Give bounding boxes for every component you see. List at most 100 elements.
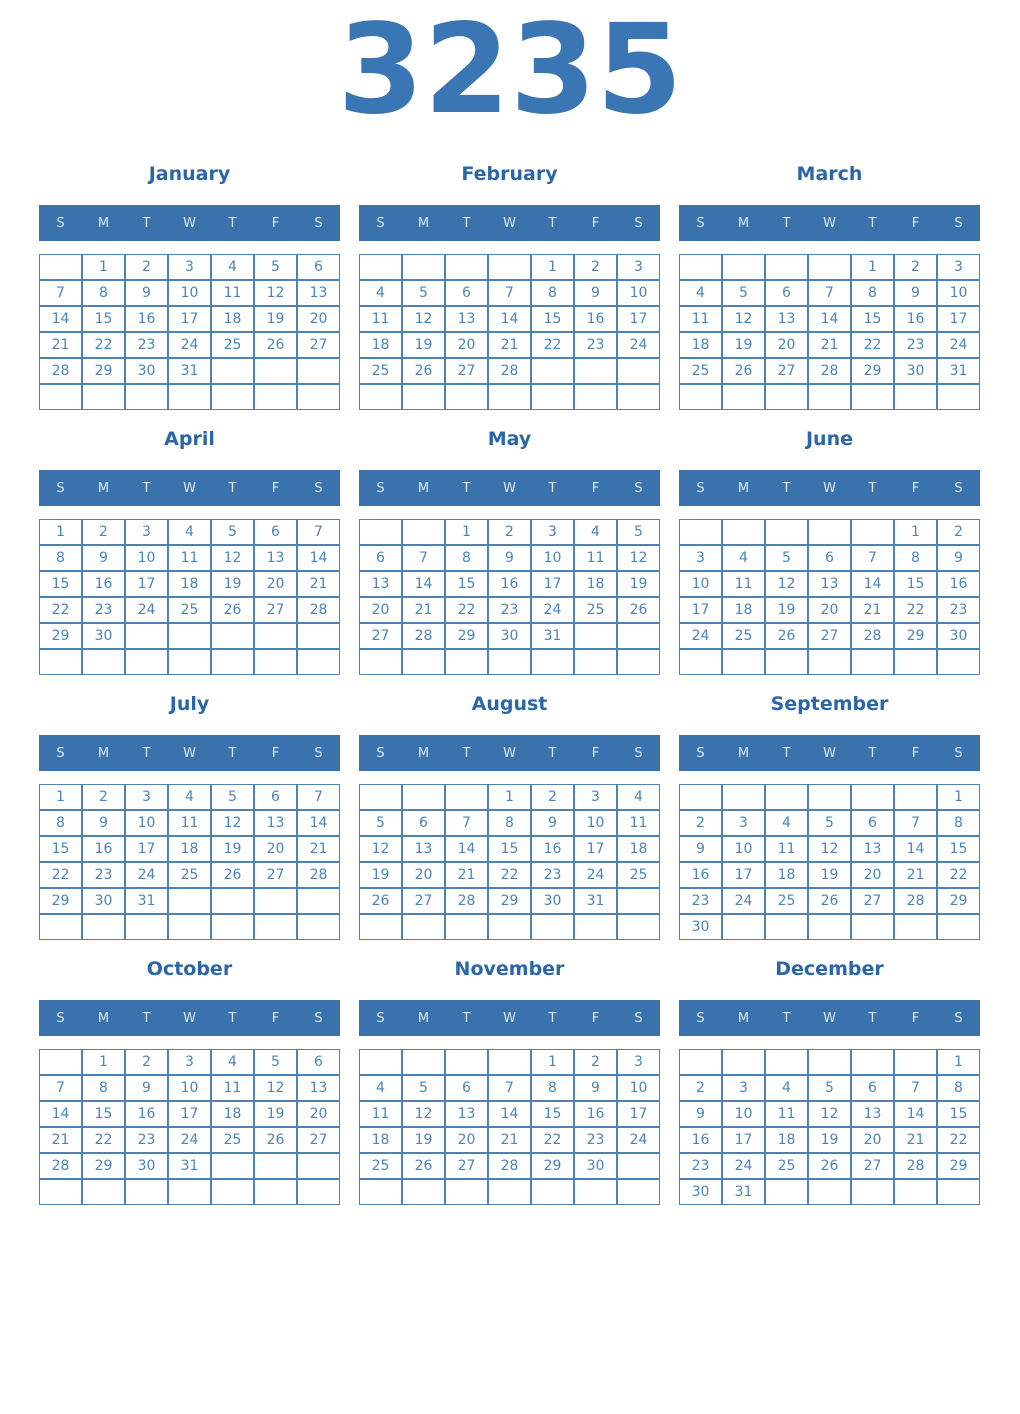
weekday-label: W	[503, 745, 516, 761]
day-cell: 11	[722, 571, 765, 598]
day-cell: 23	[679, 888, 722, 915]
day-cell	[574, 623, 617, 650]
week-row: 9 10 11 12 13 14 15	[679, 836, 980, 863]
day-cell: 21	[39, 332, 82, 359]
year-title: 3235	[337, 0, 683, 142]
day-cell: 6	[851, 1075, 894, 1102]
day-cell: 23	[125, 1127, 168, 1154]
weekday-label: W	[503, 1010, 516, 1026]
weekday-label: T	[782, 745, 791, 761]
day-cell	[617, 649, 660, 676]
week-row: 21 22 23 24 25 26 27	[39, 1127, 340, 1154]
weekday-label: T	[548, 215, 557, 231]
day-cell: 4	[765, 810, 808, 837]
day-cell: 1	[937, 784, 980, 811]
day-cell: 3	[617, 254, 660, 281]
day-cell: 11	[765, 836, 808, 863]
day-cell: 18	[359, 332, 402, 359]
day-cell: 9	[531, 810, 574, 837]
day-cell: 14	[39, 306, 82, 333]
day-cell	[531, 384, 574, 411]
day-cell: 21	[445, 862, 488, 889]
day-cell: 5	[359, 810, 402, 837]
day-cell: 10	[531, 545, 574, 572]
day-cell	[851, 519, 894, 546]
day-cell	[445, 784, 488, 811]
day-cell: 18	[679, 332, 722, 359]
week-row	[679, 649, 980, 676]
day-cell: 12	[808, 836, 851, 863]
day-cell: 11	[617, 810, 660, 837]
month-title: August	[471, 693, 548, 716]
day-cell	[488, 1049, 531, 1076]
day-cell: 4	[359, 1075, 402, 1102]
day-cell: 3	[168, 254, 211, 281]
weekday-label: S	[56, 1010, 65, 1026]
day-cell: 16	[894, 306, 937, 333]
weekday-label: T	[548, 1010, 557, 1026]
day-cell: 16	[574, 1101, 617, 1128]
weekday-label: T	[868, 480, 877, 496]
weekday-label: T	[782, 1010, 791, 1026]
day-cell: 20	[445, 332, 488, 359]
day-cell: 16	[125, 1101, 168, 1128]
weekday-label: W	[183, 480, 196, 496]
day-cell: 7	[297, 784, 340, 811]
day-cell: 10	[168, 1075, 211, 1102]
day-cell: 18	[211, 1101, 254, 1128]
weekday-label: F	[271, 1010, 280, 1026]
day-cell: 28	[445, 888, 488, 915]
day-cell	[894, 649, 937, 676]
day-cell	[254, 623, 297, 650]
day-cell: 3	[168, 1049, 211, 1076]
week-row: 28 29 30 31	[39, 358, 340, 385]
day-cell: 28	[851, 623, 894, 650]
day-cell: 30	[574, 1153, 617, 1180]
day-cell: 14	[39, 1101, 82, 1128]
day-cell: 5	[617, 519, 660, 546]
day-cell: 1	[894, 519, 937, 546]
week-row: 18 19 20 21 22 23 24	[679, 332, 980, 359]
weekday-label: T	[462, 480, 471, 496]
day-cell: 2	[488, 519, 531, 546]
day-cell	[808, 254, 851, 281]
day-cell	[679, 1049, 722, 1076]
day-cell	[125, 1179, 168, 1206]
day-cell: 29	[488, 888, 531, 915]
day-cell: 29	[445, 623, 488, 650]
weekday-label: S	[634, 480, 643, 496]
day-cell: 7	[488, 1075, 531, 1102]
weekday-label: S	[376, 480, 385, 496]
week-row	[39, 1179, 340, 1206]
day-cell	[297, 1179, 340, 1206]
day-cell: 6	[297, 254, 340, 281]
week-row: 20 21 22 23 24 25 26	[359, 597, 660, 624]
day-cell: 7	[851, 545, 894, 572]
day-cell: 2	[125, 254, 168, 281]
week-row: 19 20 21 22 23 24 25	[359, 862, 660, 889]
day-cell	[617, 358, 660, 385]
day-cell: 22	[531, 1127, 574, 1154]
day-cell: 6	[297, 1049, 340, 1076]
day-cell	[488, 1179, 531, 1206]
day-cell: 8	[445, 545, 488, 572]
weekday-label: M	[97, 215, 110, 231]
day-cell: 18	[574, 571, 617, 598]
day-cell: 15	[39, 571, 82, 598]
weekday-label: T	[142, 1010, 151, 1026]
day-cell: 29	[39, 888, 82, 915]
day-cell	[445, 254, 488, 281]
day-cell: 16	[82, 571, 125, 598]
day-cell: 16	[679, 1127, 722, 1154]
day-cell	[851, 1179, 894, 1206]
day-cell	[937, 1179, 980, 1206]
week-row: 7 8 9 10 11 12 13	[39, 280, 340, 307]
day-cell: 10	[125, 810, 168, 837]
day-cell: 30	[125, 1153, 168, 1180]
